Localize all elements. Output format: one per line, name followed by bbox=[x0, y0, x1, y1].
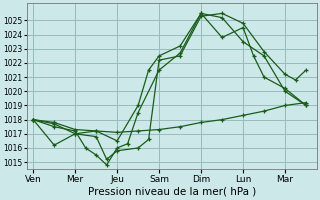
X-axis label: Pression niveau de la mer( hPa ): Pression niveau de la mer( hPa ) bbox=[88, 187, 256, 197]
